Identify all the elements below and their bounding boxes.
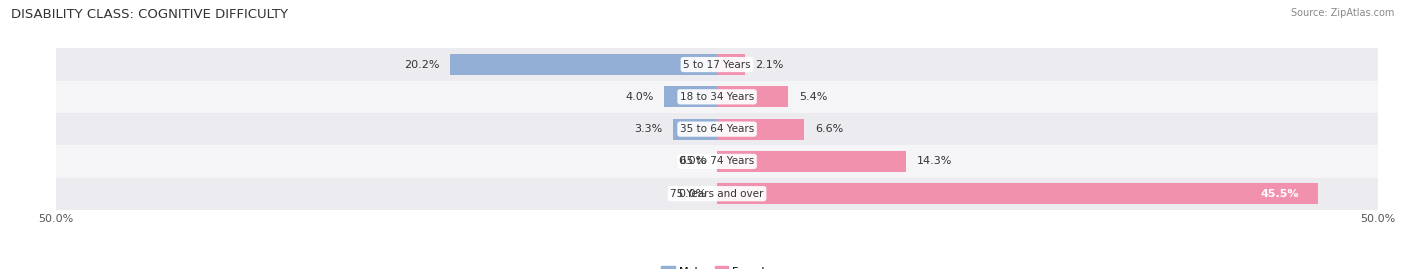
Text: 65 to 74 Years: 65 to 74 Years [681,156,754,167]
Text: 20.2%: 20.2% [404,59,440,70]
Text: 0.0%: 0.0% [678,189,706,199]
Bar [56,81,1378,113]
Text: DISABILITY CLASS: COGNITIVE DIFFICULTY: DISABILITY CLASS: COGNITIVE DIFFICULTY [11,8,288,21]
Text: 6.6%: 6.6% [815,124,844,134]
Bar [56,178,1378,210]
Bar [450,54,717,75]
Text: 75 Years and over: 75 Years and over [671,189,763,199]
Bar [717,151,905,172]
Bar [664,86,717,107]
Bar [56,113,1378,145]
Bar [717,54,745,75]
Text: 5.4%: 5.4% [799,92,827,102]
Text: 5 to 17 Years: 5 to 17 Years [683,59,751,70]
Text: 2.1%: 2.1% [755,59,783,70]
Bar [717,183,1319,204]
Text: 4.0%: 4.0% [626,92,654,102]
Bar [673,119,717,140]
Bar [717,86,789,107]
Text: 45.5%: 45.5% [1260,189,1299,199]
Legend: Male, Female: Male, Female [661,266,773,269]
Text: 0.0%: 0.0% [678,156,706,167]
Text: 18 to 34 Years: 18 to 34 Years [681,92,754,102]
Text: 3.3%: 3.3% [634,124,662,134]
Bar [56,48,1378,81]
Bar [56,145,1378,178]
Bar [717,119,804,140]
Text: 14.3%: 14.3% [917,156,952,167]
Text: 35 to 64 Years: 35 to 64 Years [681,124,754,134]
Text: Source: ZipAtlas.com: Source: ZipAtlas.com [1291,8,1395,18]
